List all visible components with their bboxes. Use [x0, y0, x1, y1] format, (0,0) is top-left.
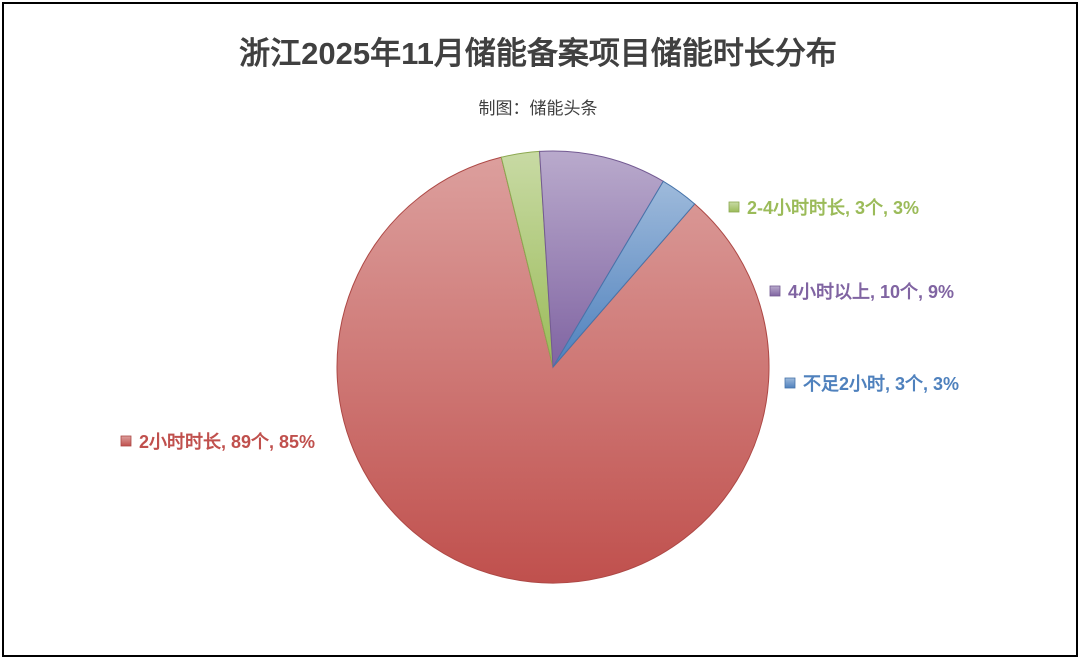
pie-slice-3	[539, 150, 665, 369]
pie-slice-1	[336, 156, 770, 584]
legend-swatch-2	[728, 201, 740, 213]
data-label-4: 不足2小时, 3个, 3%	[803, 373, 959, 394]
data-label-2: 2-4小时时长, 3个, 3%	[747, 197, 919, 218]
data-label-3: 4小时以上, 10个, 9%	[788, 281, 954, 302]
legend-swatch-3	[769, 285, 781, 297]
chart-title: 浙江2025年11月储能备案项目储能时长分布	[239, 36, 837, 71]
pie-slice-4	[552, 180, 696, 368]
data-label-1: 2小时时长, 89个, 85%	[139, 431, 315, 452]
legend-swatch-1	[120, 435, 132, 447]
chart-subtitle: 制图：储能头条	[478, 99, 598, 118]
legend-swatch-4	[784, 377, 796, 389]
